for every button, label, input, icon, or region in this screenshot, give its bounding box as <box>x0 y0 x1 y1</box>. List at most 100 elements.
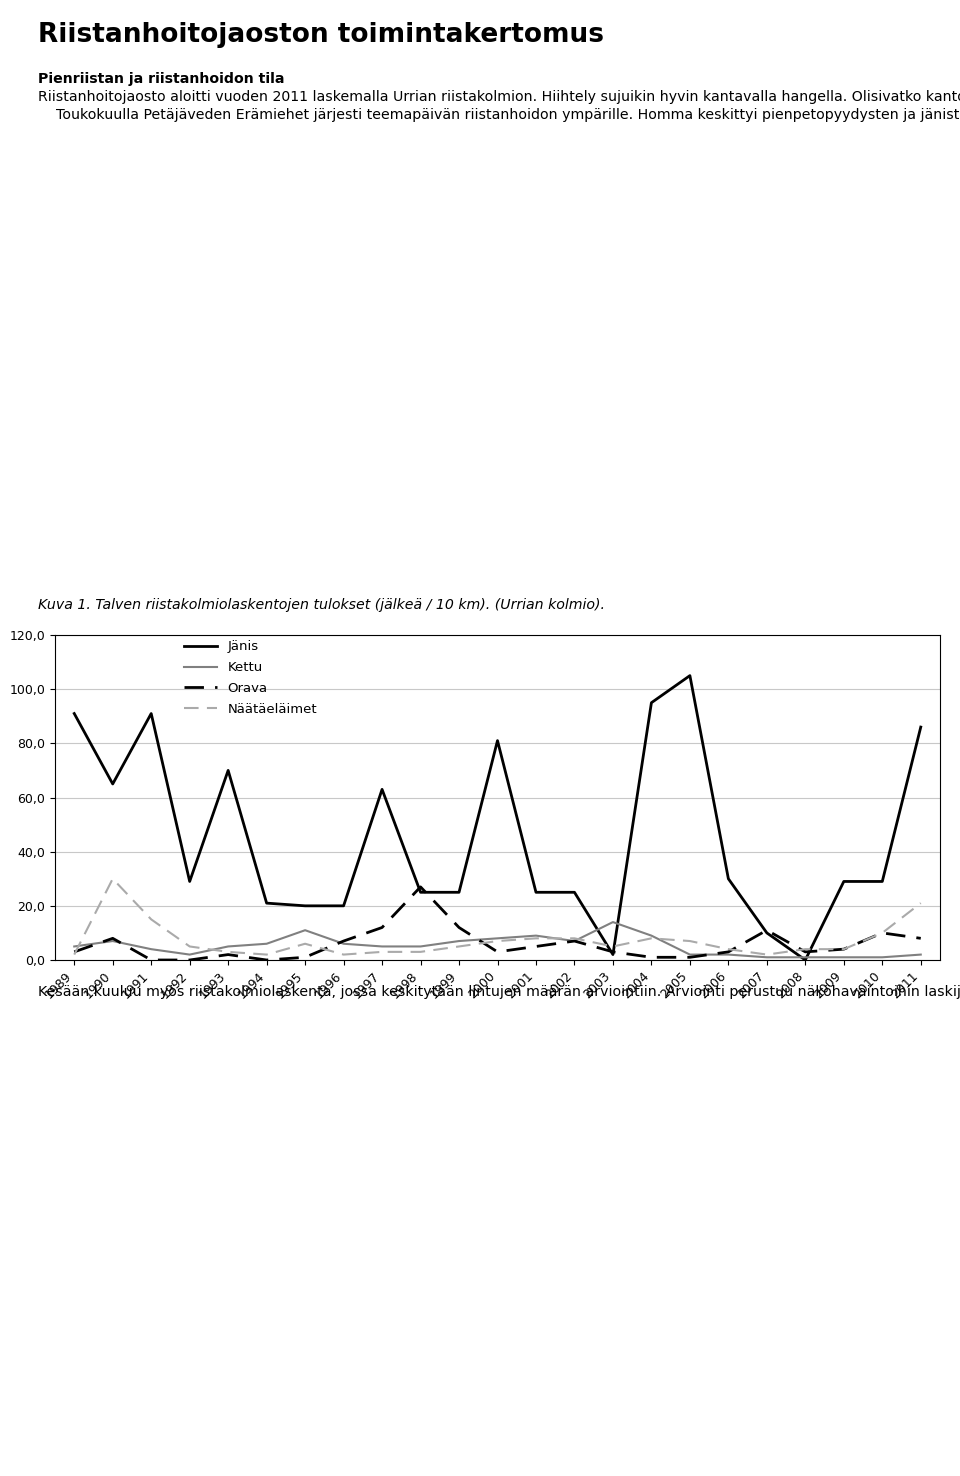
Jänis <box>376 781 388 799</box>
Jänis <box>684 667 696 685</box>
Orava <box>684 949 696 967</box>
Line: Orava: Orava <box>74 887 921 959</box>
Näätäeläimet <box>607 937 618 955</box>
Orava <box>107 930 118 948</box>
Jänis <box>915 719 926 737</box>
Näätäeläimet <box>684 933 696 951</box>
Orava <box>376 918 388 936</box>
Jänis <box>492 732 503 750</box>
Jänis <box>530 884 541 902</box>
Kettu <box>145 940 156 958</box>
Kettu <box>107 933 118 951</box>
Kettu <box>838 949 850 967</box>
Orava <box>761 921 773 939</box>
Orava <box>261 951 273 968</box>
Näätäeläimet <box>145 911 156 928</box>
Line: Näätäeläimet: Näätäeläimet <box>74 878 921 955</box>
Orava <box>145 951 156 968</box>
Näätäeläimet <box>876 924 888 942</box>
Näätäeläimet <box>453 937 465 955</box>
Kettu <box>68 937 80 955</box>
Näätäeläimet <box>646 930 658 948</box>
Kettu <box>376 937 388 955</box>
Orava <box>492 943 503 961</box>
Jänis <box>838 872 850 890</box>
Kettu <box>684 946 696 964</box>
Orava <box>415 878 426 896</box>
Jänis <box>800 951 811 968</box>
Jänis <box>453 884 465 902</box>
Kettu <box>761 949 773 967</box>
Orava <box>800 943 811 961</box>
Näätäeläimet <box>338 946 349 964</box>
Näätäeläimet <box>107 869 118 887</box>
Kettu <box>415 937 426 955</box>
Jänis <box>338 897 349 915</box>
Text: Riistanhoitojaoston toimintakertomus: Riistanhoitojaoston toimintakertomus <box>38 22 605 49</box>
Line: Jänis: Jänis <box>74 676 921 959</box>
Jänis <box>184 872 196 890</box>
Legend: Jänis, Kettu, Orava, Näätäeläimet: Jänis, Kettu, Orava, Näätäeläimet <box>179 635 323 722</box>
Kettu <box>876 949 888 967</box>
Jänis <box>107 775 118 793</box>
Kettu <box>492 930 503 948</box>
Kettu <box>223 937 234 955</box>
Näätäeläimet <box>223 943 234 961</box>
Jänis <box>876 872 888 890</box>
Jänis <box>261 894 273 912</box>
Jänis <box>607 946 618 964</box>
Näätäeläimet <box>492 933 503 951</box>
Jänis <box>68 704 80 722</box>
Orava <box>838 940 850 958</box>
Näätäeläimet <box>184 937 196 955</box>
Orava <box>876 924 888 942</box>
Kettu <box>184 946 196 964</box>
Näätäeläimet <box>530 930 541 948</box>
Orava <box>607 943 618 961</box>
Kettu <box>607 914 618 931</box>
Kettu <box>300 921 311 939</box>
Jänis <box>723 869 734 887</box>
Text: Kesään kuuluu myös riistakolmiolaskenta, jossa keskitytään lintujen määrän arvio: Kesään kuuluu myös riistakolmiolaskenta,… <box>38 984 960 999</box>
Näätäeläimet <box>761 946 773 964</box>
Jänis <box>415 884 426 902</box>
Jänis <box>223 762 234 779</box>
Orava <box>915 930 926 948</box>
Line: Kettu: Kettu <box>74 922 921 958</box>
Jänis <box>145 704 156 722</box>
Text: Pienriistan ja riistanhoidon tila: Pienriistan ja riistanhoidon tila <box>38 72 285 86</box>
Orava <box>568 933 580 951</box>
Jänis <box>300 897 311 915</box>
Orava <box>453 918 465 936</box>
Näätäeläimet <box>261 946 273 964</box>
Jänis <box>761 924 773 942</box>
Näätäeläimet <box>68 946 80 964</box>
Text: Kuva 1. Talven riistakolmiolaskentojen tulokset (jälkeä / 10 km). (Urrian kolmio: Kuva 1. Talven riistakolmiolaskentojen t… <box>38 598 606 613</box>
Kettu <box>723 946 734 964</box>
Text: Riistanhoitojaosto aloitti vuoden 2011 laskemalla Urrian riistakolmion. Hiihtely: Riistanhoitojaosto aloitti vuoden 2011 l… <box>38 90 960 123</box>
Näätäeläimet <box>800 940 811 958</box>
Näätäeläimet <box>415 943 426 961</box>
Orava <box>184 951 196 968</box>
Kettu <box>800 949 811 967</box>
Orava <box>300 949 311 967</box>
Orava <box>223 946 234 964</box>
Kettu <box>646 927 658 945</box>
Kettu <box>530 927 541 945</box>
Orava <box>646 949 658 967</box>
Näätäeläimet <box>376 943 388 961</box>
Orava <box>68 943 80 961</box>
Kettu <box>453 933 465 951</box>
Kettu <box>261 934 273 952</box>
Näätäeläimet <box>915 894 926 912</box>
Kettu <box>568 933 580 951</box>
Orava <box>338 933 349 951</box>
Orava <box>723 943 734 961</box>
Jänis <box>568 884 580 902</box>
Orava <box>530 937 541 955</box>
Näätäeläimet <box>723 940 734 958</box>
Jänis <box>646 694 658 711</box>
Näätäeläimet <box>568 930 580 948</box>
Näätäeläimet <box>838 940 850 958</box>
Näätäeläimet <box>300 934 311 952</box>
